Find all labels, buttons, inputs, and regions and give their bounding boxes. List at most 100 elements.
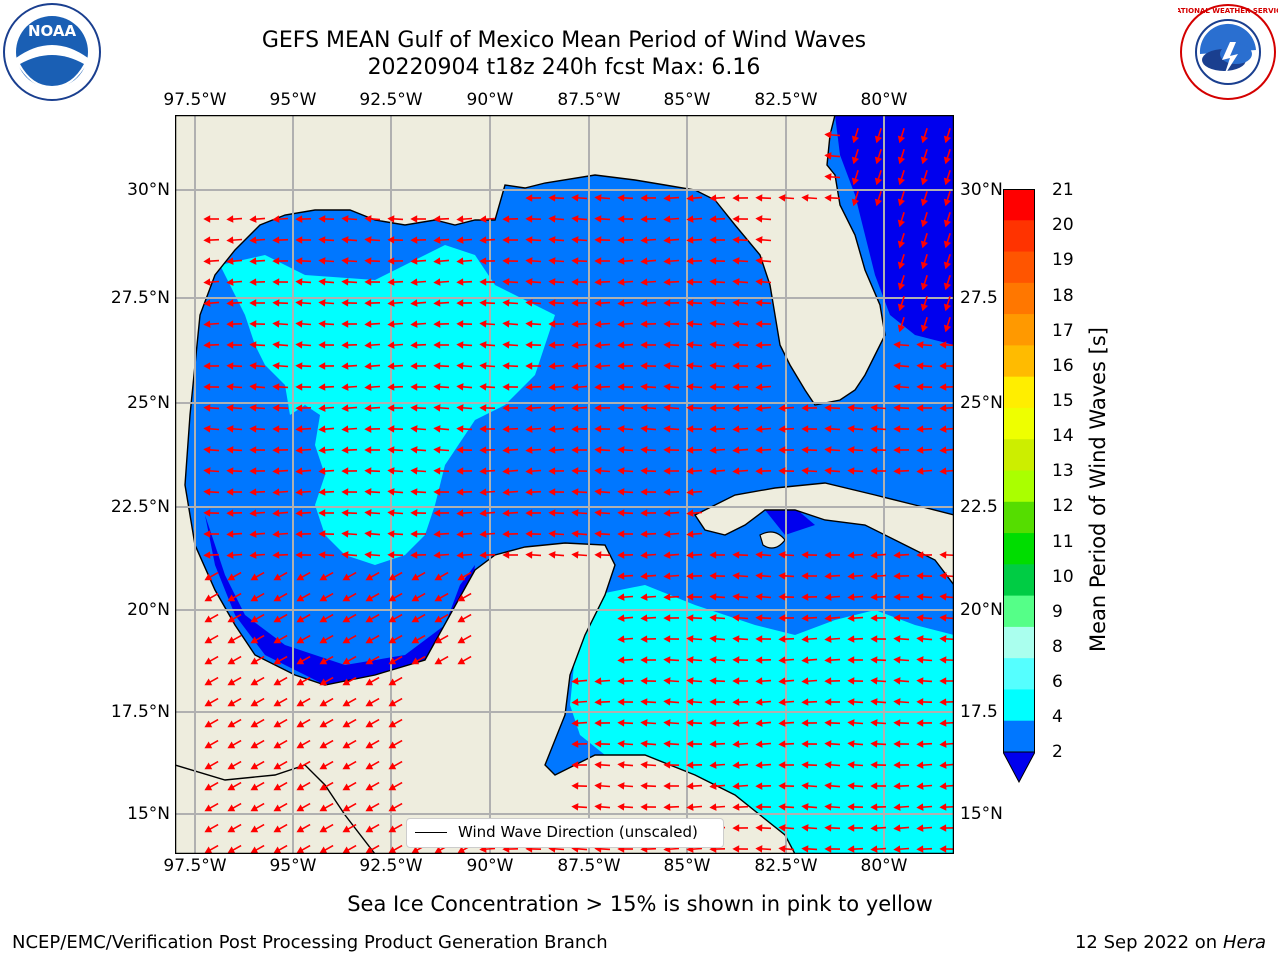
wave-direction-arrowhead	[709, 593, 717, 601]
colorbar-tick: 14	[1052, 426, 1074, 446]
wave-direction-arrowhead	[548, 383, 556, 391]
wave-direction-arrowhead	[226, 551, 234, 559]
wave-direction-arrowhead	[227, 636, 236, 644]
wave-direction-arrowhead	[594, 761, 602, 769]
wave-direction-arrowhead	[663, 425, 671, 433]
wave-direction-arrowhead	[640, 362, 648, 370]
wave-direction-arrowhead	[663, 236, 671, 244]
wave-direction-arrowhead	[801, 446, 809, 454]
wave-direction-arrowhead	[434, 846, 443, 854]
wave-direction-arrowhead	[410, 446, 418, 454]
lon-tick: 80°W	[860, 856, 908, 876]
wave-direction-arrowhead	[227, 699, 236, 707]
wave-direction-arrowhead	[226, 257, 234, 265]
colorbar-segment	[1003, 626, 1035, 659]
wave-direction-arrowhead	[318, 488, 326, 496]
wave-direction-arrowhead	[341, 530, 349, 538]
wave-direction-arrowhead	[663, 698, 671, 706]
wave-direction-arrowhead	[920, 177, 929, 186]
wave-direction-arrowhead	[755, 236, 763, 244]
wave-direction-arrowhead	[365, 825, 374, 833]
wave-direction-arrowhead	[434, 657, 443, 665]
wave-direction-arrowhead	[709, 257, 717, 265]
wave-direction-arrowhead	[365, 846, 374, 854]
wave-direction-arrowhead	[870, 656, 878, 664]
wave-direction-arrowhead	[755, 278, 763, 286]
wave-direction-arrowhead	[227, 741, 236, 749]
wave-direction-arrowhead	[295, 341, 303, 349]
wave-direction-arrowhead	[594, 488, 602, 496]
lon-tick: 85°W	[663, 90, 711, 110]
wave-direction-arrowhead	[847, 824, 855, 832]
wave-direction-arrowhead	[709, 635, 717, 643]
wave-direction-arrowhead	[227, 783, 236, 791]
wave-direction-arrowhead	[755, 803, 763, 811]
colorbar-tick: 4	[1052, 707, 1063, 727]
wave-direction-arrowhead	[227, 804, 236, 812]
wave-direction-arrowhead	[640, 677, 648, 685]
wave-direction-arrowhead	[387, 278, 395, 286]
wave-direction-arrowhead	[250, 804, 259, 812]
wave-direction-arrowhead	[249, 257, 257, 265]
wave-direction-arrowhead	[916, 614, 924, 622]
wave-direction-arrowhead	[364, 467, 372, 475]
wave-direction-arrowhead	[663, 635, 671, 643]
wave-direction-arrowhead	[479, 257, 487, 265]
wave-direction-arrowhead	[755, 677, 763, 685]
wave-direction-arrowhead	[594, 698, 602, 706]
wave-direction-arrowhead	[847, 656, 855, 664]
wave-direction-arrowhead	[479, 530, 487, 538]
wave-direction-arrowhead	[778, 782, 786, 790]
wave-direction-arrowhead	[870, 782, 878, 790]
wave-direction-arrowhead	[824, 824, 832, 832]
wave-direction-arrowhead	[203, 257, 211, 265]
wave-direction-arrowhead	[479, 509, 487, 517]
wave-direction-arrowhead	[939, 782, 947, 790]
wave-direction-arrowhead	[617, 677, 625, 685]
wave-direction-arrowhead	[755, 635, 763, 643]
wave-direction-arrowhead	[801, 845, 809, 853]
wave-direction-arrowhead	[732, 740, 740, 748]
wave-direction-arrowhead	[433, 215, 441, 223]
wave-direction-arrowhead	[273, 720, 282, 728]
wave-direction-arrowhead	[916, 824, 924, 832]
wave-direction-arrowhead	[365, 573, 374, 581]
lat-tick: 25°N	[960, 393, 1003, 413]
wave-direction-arrowhead	[319, 594, 328, 602]
wave-direction-arrowhead	[897, 156, 906, 165]
wave-direction-arrowhead	[272, 362, 280, 370]
wave-direction-arrowhead	[897, 324, 906, 333]
wave-direction-arrowhead	[663, 446, 671, 454]
wave-direction-arrowhead	[571, 677, 579, 685]
lon-tick: 92.5°W	[359, 856, 423, 876]
wave-direction-arrowhead	[296, 804, 305, 812]
wave-direction-arrowhead	[502, 236, 510, 244]
wave-direction-arrowhead	[365, 657, 374, 665]
colorbar-segment	[1003, 533, 1035, 565]
wave-direction-arrowhead	[319, 762, 328, 770]
wave-direction-arrowhead	[388, 594, 397, 602]
wave-direction-arrowhead	[686, 782, 694, 790]
wave-direction-arrowhead	[778, 593, 786, 601]
wave-direction-arrowhead	[778, 803, 786, 811]
wave-direction-arrowhead	[939, 362, 947, 370]
wave-direction-arrowhead	[203, 236, 211, 244]
wave-direction-arrowhead	[801, 614, 809, 622]
wave-direction-arrowhead	[732, 383, 740, 391]
wave-direction-arrowhead	[686, 656, 694, 664]
wave-direction-arrowhead	[893, 362, 901, 370]
wave-direction-arrowhead	[874, 198, 883, 207]
wave-direction-arrowhead	[341, 257, 349, 265]
wave-direction-arrowhead	[410, 299, 418, 307]
wave-direction-arrowhead	[203, 320, 211, 328]
wave-direction-arrowhead	[686, 404, 694, 412]
wave-direction-arrowhead	[640, 530, 648, 538]
wave-direction-arrowhead	[227, 846, 236, 854]
wave-direction-arrowhead	[388, 804, 397, 812]
colorbar-frame	[1003, 189, 1035, 753]
wave-direction-arrowhead	[778, 446, 786, 454]
wave-direction-arrowhead	[387, 530, 395, 538]
wave-direction-arrowhead	[433, 299, 441, 307]
wave-direction-arrowhead	[249, 425, 257, 433]
wave-direction-arrowhead	[594, 404, 602, 412]
